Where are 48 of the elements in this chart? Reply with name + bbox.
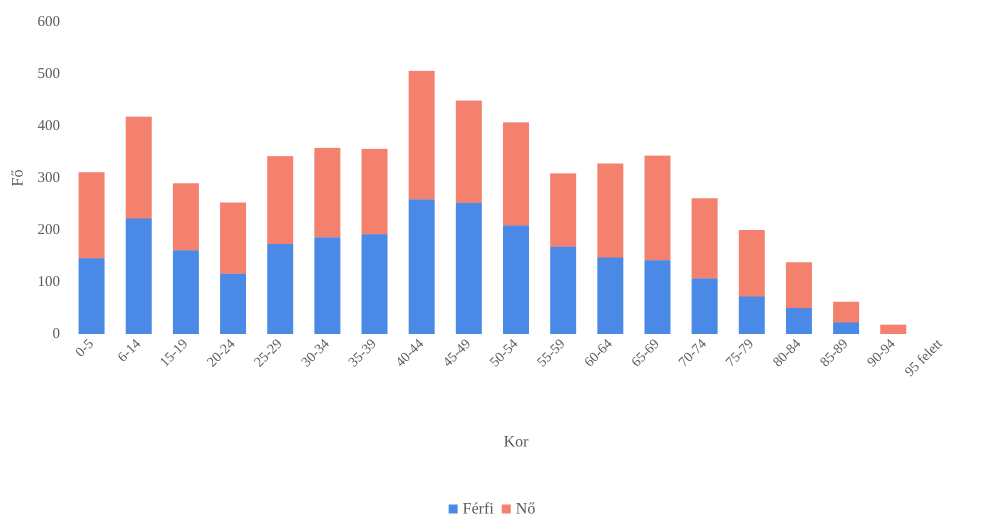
bar [738,230,765,297]
y-tick-label: 200 [38,222,60,238]
legend-label: Nő [516,500,536,518]
y-tick-label: 0 [52,326,60,342]
bar [692,278,718,334]
bar [220,202,246,274]
bar [644,260,670,334]
y-tick-label: 600 [38,14,60,30]
bar [408,70,435,200]
bar [267,244,294,334]
bar [126,218,152,334]
x-tick-label: 6-14 [115,336,144,366]
bar [880,324,906,334]
bar [644,156,670,260]
bar [456,100,482,203]
bar [78,172,105,258]
x-axis-title: Kor [504,434,530,450]
bar [692,198,718,278]
y-axis-title: Fő [10,170,26,186]
bar [314,148,340,238]
y-tick-label: 300 [38,170,60,186]
bar [314,237,340,334]
bar [126,116,152,219]
bar [503,225,529,334]
bar [550,246,576,334]
y-tick-label: 400 [38,118,60,134]
bar [503,122,529,226]
bar [786,262,812,308]
bar [597,258,624,334]
bar [362,234,388,334]
bar [172,250,199,334]
bar [597,163,624,258]
bar [833,302,860,323]
bar [786,308,812,334]
bar [833,322,860,334]
bar [550,173,576,247]
legend-label: Férfi [462,500,494,518]
bar [267,156,294,244]
bar [408,199,435,334]
bar [220,274,246,334]
y-tick-label: 100 [38,274,60,290]
bar [456,202,482,334]
bar [172,183,199,250]
y-tick-label: 500 [38,66,60,82]
x-tick-label: 0-5 [73,336,97,360]
bar [78,258,105,334]
bar [738,296,765,334]
bar [362,148,388,234]
